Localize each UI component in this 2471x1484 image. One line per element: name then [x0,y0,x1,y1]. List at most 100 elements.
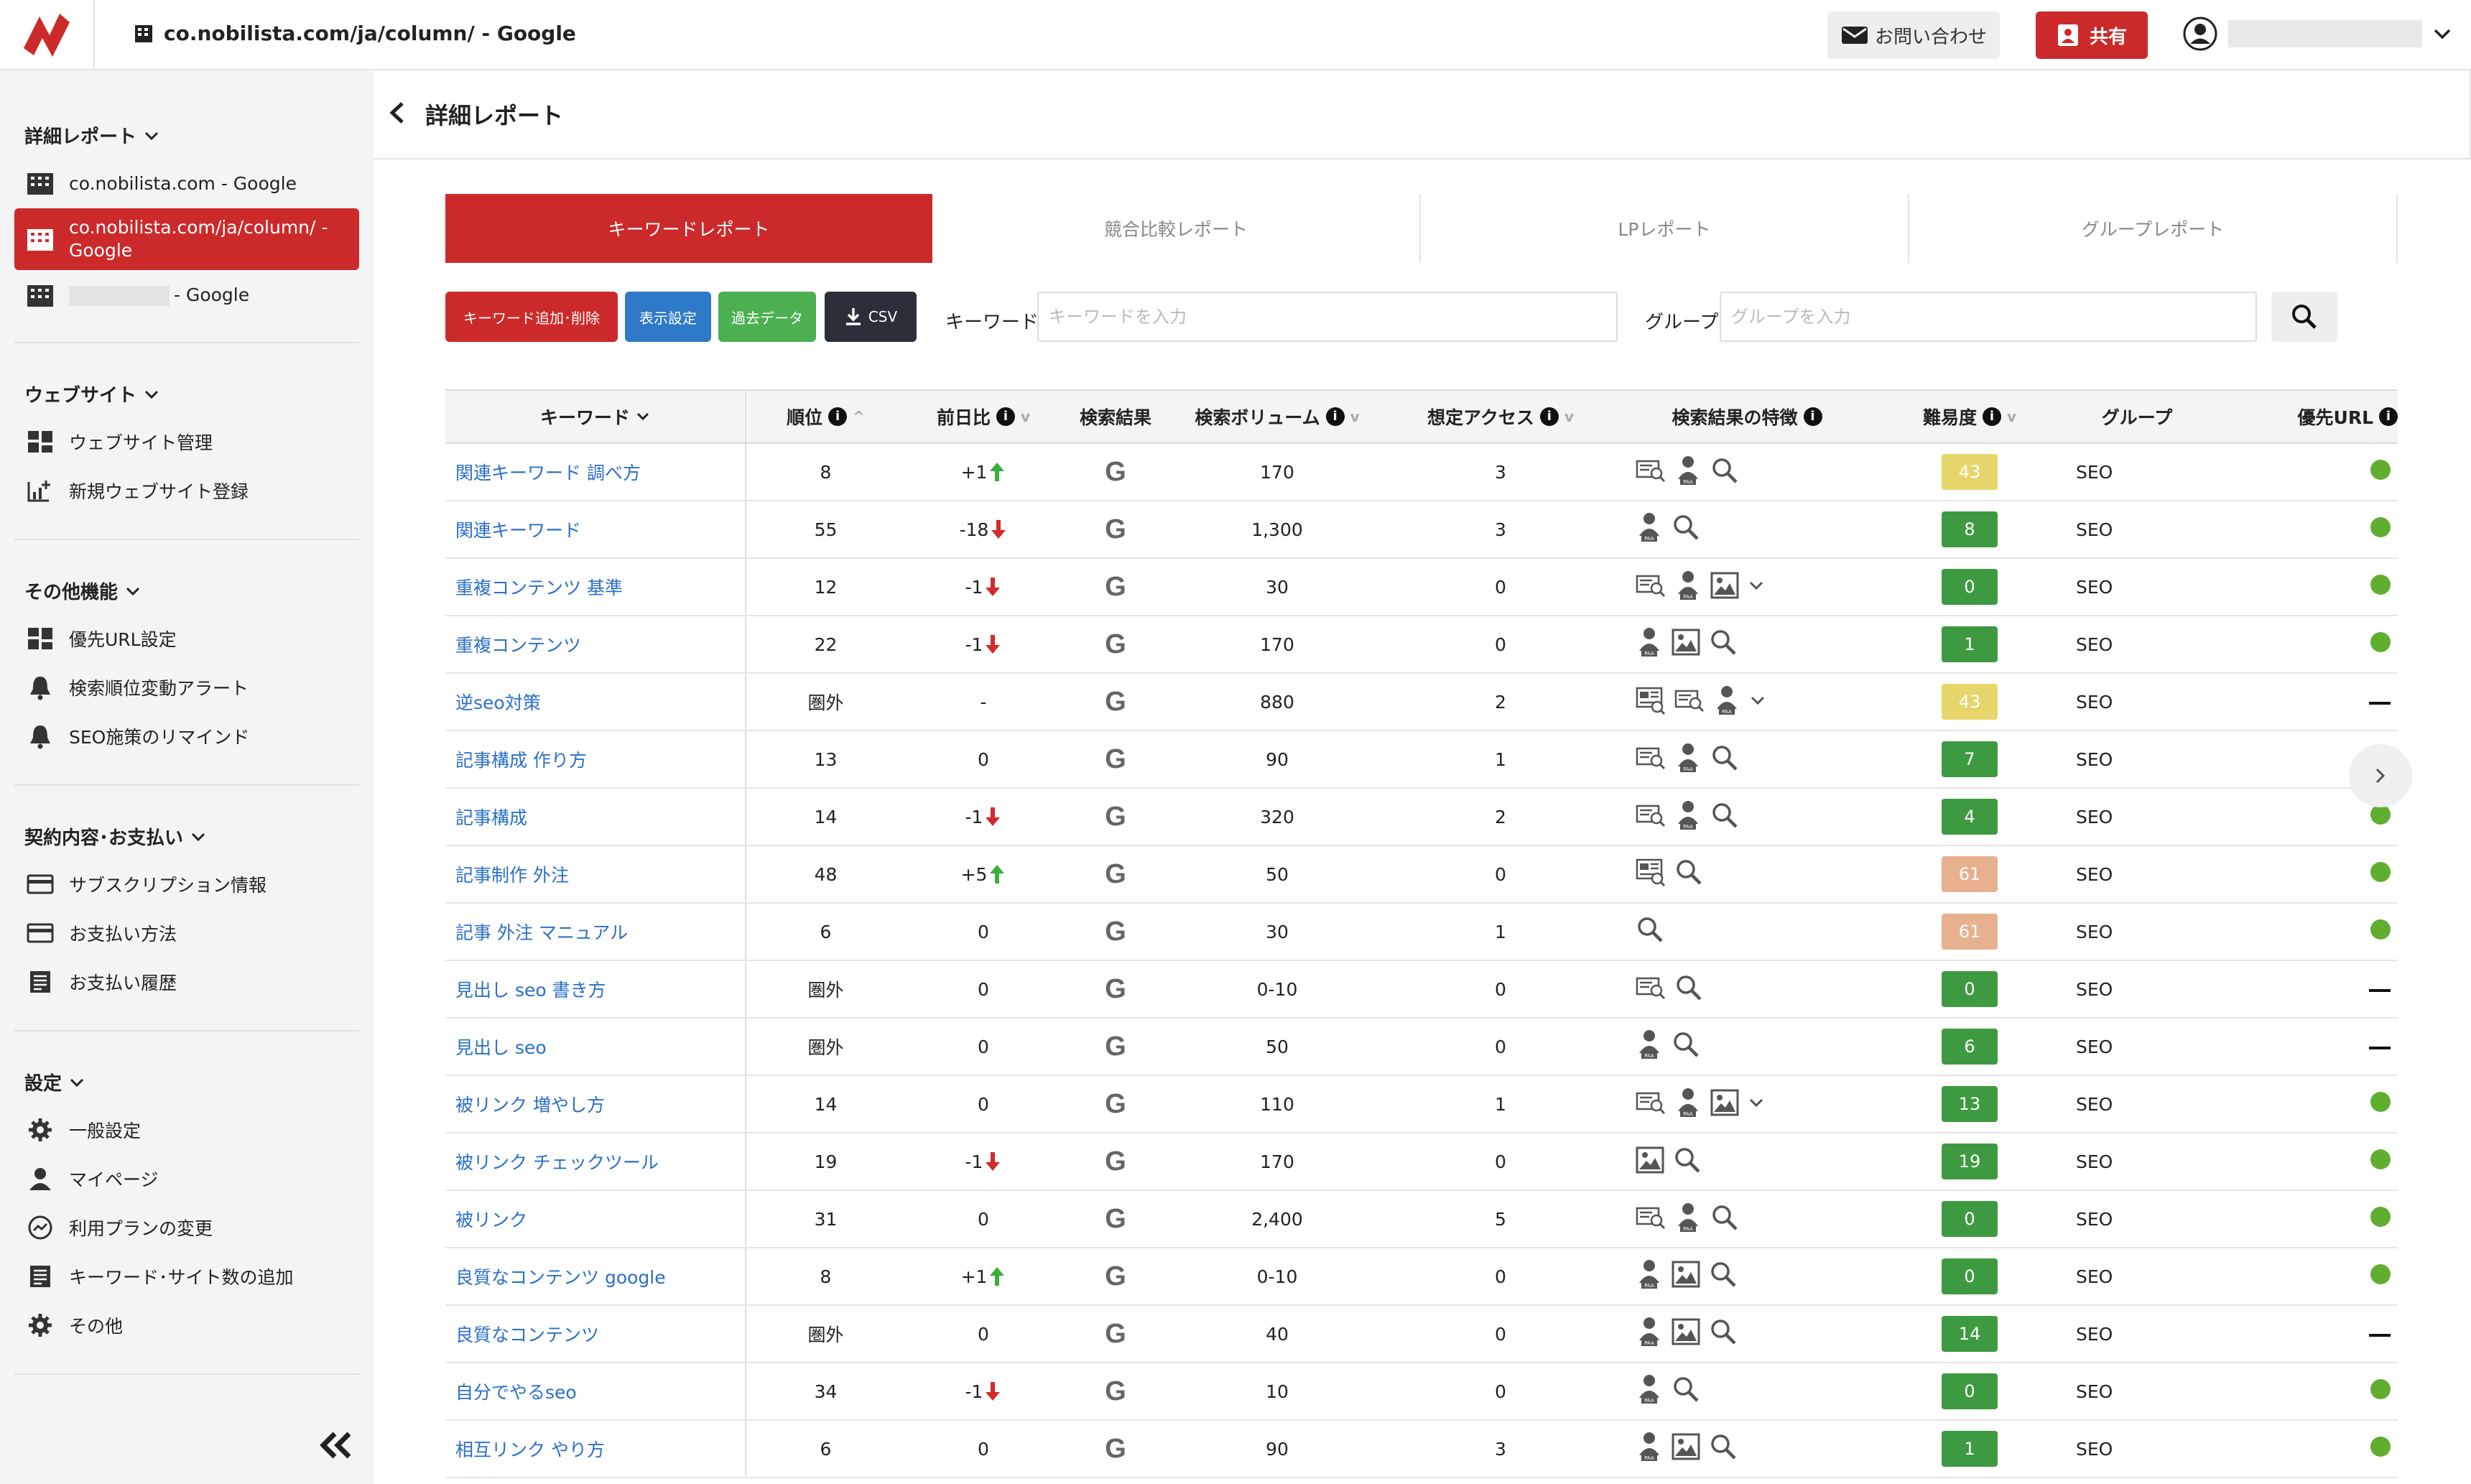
keyword-link[interactable]: 関連キーワード 調べ方 [445,443,746,501]
col-volume[interactable]: 検索ボリューム i v [1169,389,1385,444]
paa-icon[interactable]: PAA [1674,455,1702,486]
keyword-link[interactable]: 被リンク [445,1190,746,1248]
paa-icon[interactable]: PAA [1674,1087,1702,1118]
google-icon[interactable]: G [1105,1088,1126,1119]
priority-url-set-dot[interactable] [2370,1207,2391,1227]
featured-snippet-icon[interactable] [1674,686,1705,715]
expand-features-icon[interactable] [1748,694,1767,707]
search-icon[interactable] [1635,914,1665,945]
image-icon[interactable] [1671,1432,1701,1461]
paa-icon[interactable]: PAA [1674,742,1702,774]
info-icon[interactable]: i [1803,407,1822,426]
sort-up-icon[interactable]: ^ [853,408,865,425]
keyword-link[interactable]: 良質なコンテンツ google [445,1248,746,1306]
google-icon[interactable]: G [1105,1203,1126,1234]
sidebar-item-mypage[interactable]: マイページ [14,1156,359,1201]
top-stories-icon[interactable] [1635,857,1666,887]
search-icon[interactable] [1708,1432,1738,1462]
sidebar-item-website-manage[interactable]: ウェブサイト管理 [14,419,359,464]
sidebar-item-report-1[interactable]: co.nobilista.com - Google [14,161,359,205]
past-data-button[interactable]: 過去データ [718,292,816,342]
expand-features-icon[interactable] [1747,579,1766,592]
info-icon[interactable]: i [996,407,1015,426]
priority-url-set-dot[interactable] [2370,1264,2391,1284]
priority-url-set-dot[interactable] [2370,919,2391,940]
paa-icon[interactable]: PAA [1635,1373,1664,1405]
google-icon[interactable]: G [1105,1318,1126,1349]
keyword-link[interactable]: 記事構成 作り方 [445,731,746,789]
featured-snippet-icon[interactable] [1635,973,1666,1002]
col-access[interactable]: 想定アクセス i v [1385,389,1616,444]
sidebar-section-billing[interactable]: 契約内容･お支払い [24,823,206,850]
keyword-link[interactable]: 見出し seo [445,1018,746,1076]
contact-button[interactable]: お問い合わせ [1827,11,2000,59]
google-icon[interactable]: G [1105,1433,1126,1464]
info-icon[interactable]: i [1982,407,2001,426]
sidebar-item-general-settings[interactable]: 一般設定 [14,1108,359,1152]
sidebar-item-priority-url[interactable]: 優先URL設定 [14,616,359,661]
paa-icon[interactable]: PAA [1635,1258,1664,1290]
priority-url-set-dot[interactable] [2370,1149,2391,1169]
tab-group-report[interactable]: グループレポート [1909,194,2398,263]
sort-down-icon[interactable]: v [1564,408,1574,425]
paa-icon[interactable]: PAA [1635,1029,1664,1060]
info-icon[interactable]: i [1325,407,1345,426]
keyword-link[interactable]: 記事 外注 マニュアル [445,903,746,961]
scroll-right-button[interactable] [2349,744,2412,807]
sidebar-item-payment-method[interactable]: お支払い方法 [14,911,359,955]
priority-url-set-dot[interactable] [2370,1092,2391,1112]
priority-url-set-dot[interactable] [2370,1379,2391,1399]
sidebar-item-seo-remind[interactable]: SEO施策のリマインド [14,714,359,759]
sidebar-item-other[interactable]: その他 [14,1303,359,1348]
col-keyword[interactable]: キーワード [445,389,746,444]
search-button[interactable] [2271,292,2337,342]
site-selector[interactable]: co.nobilista.com/ja/column/ - Google [134,22,576,45]
image-icon[interactable] [1671,1260,1701,1289]
search-icon[interactable] [1671,1374,1701,1404]
google-icon[interactable]: G [1105,514,1126,544]
col-difficulty[interactable]: 難易度 i v [1878,389,2062,444]
image-icon[interactable] [1710,571,1740,600]
keyword-search-input[interactable] [1037,292,1618,342]
google-icon[interactable]: G [1105,1146,1126,1177]
sort-down-icon[interactable]: v [1020,408,1031,425]
keyword-link[interactable]: 重複コンテンツ 基準 [445,558,746,616]
sidebar-item-report-3[interactable]: - Google [14,273,359,317]
expand-features-icon[interactable] [1747,1096,1766,1109]
sort-down-icon[interactable]: v [2006,408,2017,425]
google-icon[interactable]: G [1105,916,1126,947]
search-icon[interactable] [1710,743,1740,773]
sidebar-item-report-2[interactable]: co.nobilista.com/ja/column/ - Google [14,208,359,270]
share-button[interactable]: 共有 [2036,11,2148,59]
google-icon[interactable]: G [1105,686,1126,717]
sidebar-section-website[interactable]: ウェブサイト [24,381,159,407]
paa-icon[interactable]: PAA [1674,799,1702,831]
google-icon[interactable]: G [1105,973,1126,1004]
top-stories-icon[interactable] [1635,685,1666,715]
search-icon[interactable] [1674,857,1704,887]
search-icon[interactable] [1710,1202,1740,1233]
featured-snippet-icon[interactable] [1635,743,1666,772]
sidebar-item-website-new[interactable]: 新規ウェブサイト登録 [14,468,359,513]
keyword-link[interactable]: 相互リンク やり方 [445,1420,746,1478]
google-icon[interactable]: G [1105,1376,1126,1406]
col-rank[interactable]: 順位 i ^ [746,389,905,444]
google-icon[interactable]: G [1105,743,1126,774]
paa-icon[interactable]: PAA [1674,570,1702,601]
image-icon[interactable] [1710,1088,1740,1117]
paa-icon[interactable]: PAA [1635,1316,1664,1348]
featured-snippet-icon[interactable] [1635,801,1666,830]
featured-snippet-icon[interactable] [1635,571,1666,600]
search-icon[interactable] [1671,1029,1701,1059]
sidebar-item-add-keywords[interactable]: キーワード･サイト数の追加 [14,1254,359,1299]
priority-url-set-dot[interactable] [2370,632,2391,652]
keyword-link[interactable]: 自分でやるseo [445,1363,746,1421]
image-icon[interactable] [1671,1317,1701,1346]
search-icon[interactable] [1708,1317,1738,1347]
image-icon[interactable] [1635,1146,1665,1174]
priority-url-set-dot[interactable] [2370,460,2391,480]
tab-keyword-report[interactable]: キーワードレポート [445,194,932,263]
paa-icon[interactable]: PAA [1712,685,1741,716]
keyword-link[interactable]: 記事制作 外注 [445,845,746,904]
csv-download-button[interactable]: CSV [825,292,917,342]
